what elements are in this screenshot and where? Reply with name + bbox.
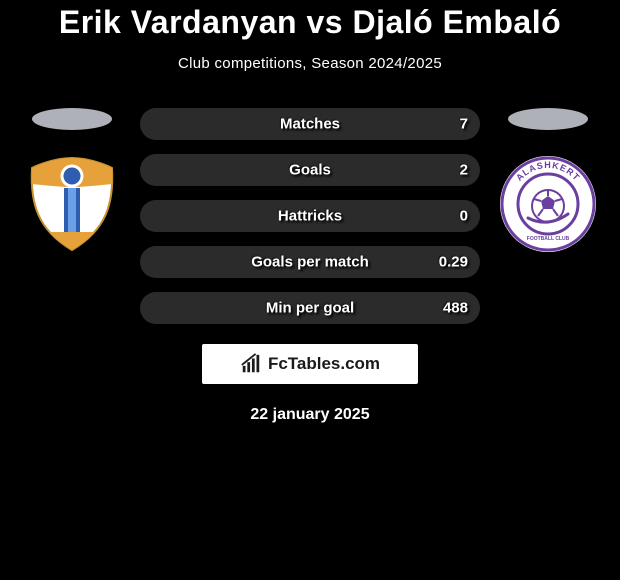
stat-label: Goals per match bbox=[251, 254, 369, 271]
brand-text: FcTables.com bbox=[268, 354, 380, 374]
pyunik-crest-icon bbox=[22, 154, 122, 254]
stat-bar: Matches 7 bbox=[140, 108, 480, 140]
right-side: ALASHKERT FOOTBALL CLUB bbox=[498, 108, 598, 254]
stat-label: Min per goal bbox=[266, 300, 354, 317]
left-club-crest bbox=[22, 154, 122, 254]
stat-bar: Goals per match 0.29 bbox=[140, 246, 480, 278]
stat-label: Goals bbox=[289, 162, 331, 179]
left-nation-flag-placeholder bbox=[32, 108, 112, 130]
stat-value: 0 bbox=[460, 208, 468, 225]
comparison-row: Matches 7 Goals 2 Hattricks 0 Goals per … bbox=[0, 108, 620, 324]
stat-bar: Min per goal 488 bbox=[140, 292, 480, 324]
alashkert-crest-icon: ALASHKERT FOOTBALL CLUB bbox=[498, 154, 598, 254]
stat-value: 0.29 bbox=[439, 254, 468, 271]
stat-value: 7 bbox=[460, 116, 468, 133]
stat-value: 2 bbox=[460, 162, 468, 179]
brand-badge: FcTables.com bbox=[202, 344, 418, 384]
chart-icon bbox=[240, 353, 262, 375]
date-text: 22 january 2025 bbox=[250, 406, 369, 424]
page-title: Erik Vardanyan vs Djaló Embaló bbox=[59, 4, 561, 41]
right-club-crest: ALASHKERT FOOTBALL CLUB bbox=[498, 154, 598, 254]
stat-label: Matches bbox=[280, 116, 340, 133]
page-subtitle: Club competitions, Season 2024/2025 bbox=[178, 55, 442, 72]
stat-label: Hattricks bbox=[278, 208, 342, 225]
left-side bbox=[22, 108, 122, 254]
stat-bars: Matches 7 Goals 2 Hattricks 0 Goals per … bbox=[140, 108, 480, 324]
stat-value: 488 bbox=[443, 300, 468, 317]
right-nation-flag-placeholder bbox=[508, 108, 588, 130]
svg-text:FOOTBALL CLUB: FOOTBALL CLUB bbox=[527, 236, 570, 242]
stat-bar: Hattricks 0 bbox=[140, 200, 480, 232]
stat-bar: Goals 2 bbox=[140, 154, 480, 186]
